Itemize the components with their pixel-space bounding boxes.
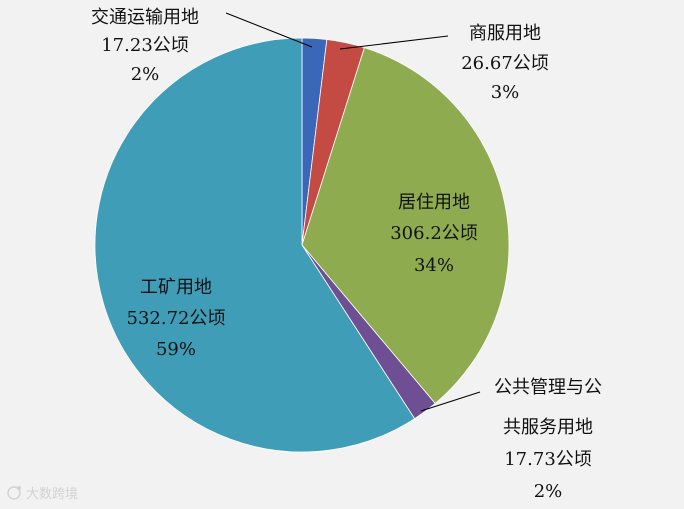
- slice-label-name-line-1: 公共管理与公: [494, 377, 602, 398]
- slice-label-percent: 3%: [491, 82, 520, 103]
- pie-slice-residential: [301, 47, 510, 405]
- slice-label-percent: 2%: [131, 64, 160, 85]
- slice-label-value: 17.23公顷: [101, 35, 189, 56]
- pie-slice-industrial: [94, 37, 416, 453]
- slice-label-percent: 34%: [414, 255, 454, 276]
- leader-line-transport: [225, 12, 313, 48]
- slice-label-value: 26.67公顷: [461, 53, 549, 74]
- slice-label-percent: 59%: [156, 339, 196, 360]
- slice-label-name-line-2: 共服务用地: [503, 417, 593, 438]
- watermark-text: 大数跨境: [26, 487, 78, 502]
- slice-label-name: 居住用地: [398, 192, 470, 213]
- slice-label-value: 306.2公顷: [390, 223, 478, 244]
- slice-label-transport: 交通运输用地 17.23公顷 2%: [91, 7, 199, 85]
- slice-label-residential: 居住用地 306.2公顷 34%: [390, 192, 478, 276]
- slice-label-name: 商服用地: [469, 23, 541, 44]
- slice-label-value: 532.72公顷: [127, 308, 226, 329]
- slice-label-name: 交通运输用地: [91, 7, 199, 28]
- slice-label-industrial: 工矿用地 532.72公顷 59%: [127, 277, 226, 360]
- slice-label-percent: 2%: [534, 481, 563, 502]
- pie-slices: [94, 37, 510, 453]
- slice-label-value: 17.73公顷: [504, 449, 592, 470]
- watermark: 大数跨境: [7, 486, 78, 502]
- leader-line-commercial: [339, 35, 449, 50]
- slice-label-public-service: 公共管理与公 共服务用地 17.73公顷 2%: [494, 377, 602, 502]
- slice-label-commercial: 商服用地 26.67公顷 3%: [461, 23, 549, 103]
- leader-line-public: [420, 391, 481, 412]
- watermark-logo-icon: [7, 486, 21, 500]
- slice-label-name: 工矿用地: [140, 277, 212, 298]
